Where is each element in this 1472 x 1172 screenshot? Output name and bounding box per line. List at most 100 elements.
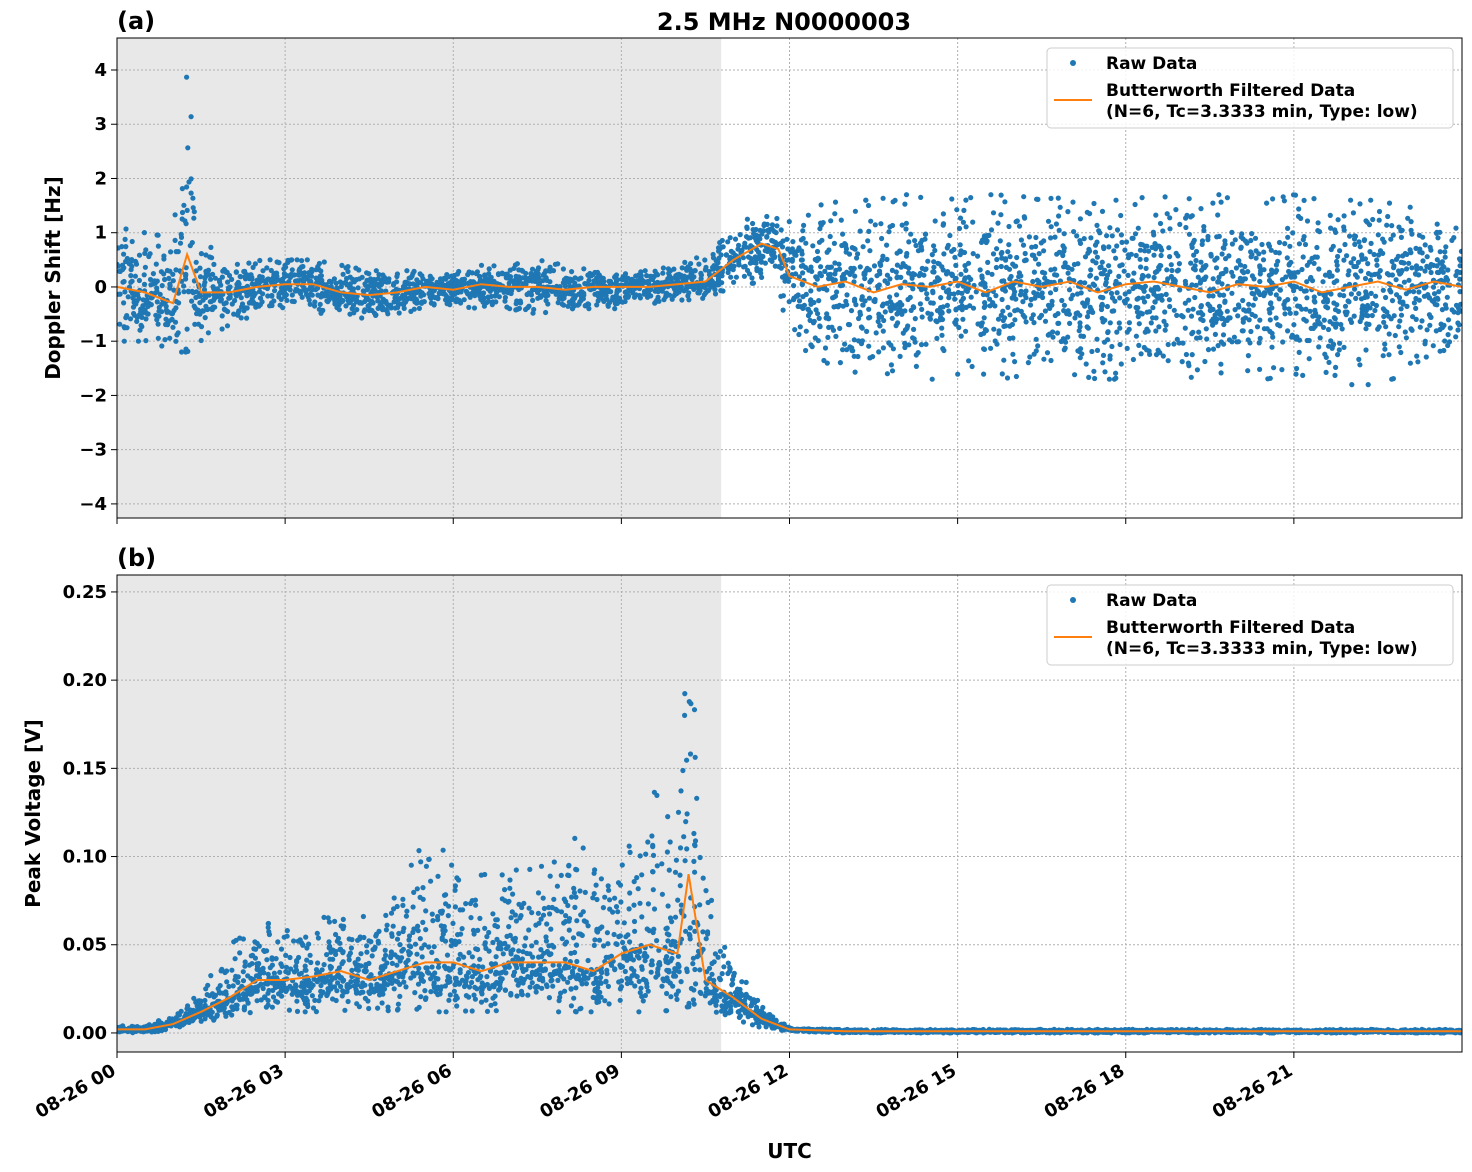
raw-point bbox=[881, 317, 887, 324]
raw-point bbox=[426, 278, 432, 284]
raw-point bbox=[181, 1021, 187, 1027]
raw-point bbox=[1335, 352, 1341, 358]
raw-point bbox=[185, 145, 191, 151]
raw-point bbox=[1117, 295, 1123, 301]
raw-point bbox=[264, 957, 270, 963]
raw-point bbox=[374, 294, 380, 300]
raw-point bbox=[960, 219, 967, 225]
raw-point bbox=[1215, 343, 1221, 349]
raw-point bbox=[478, 294, 484, 300]
raw-point bbox=[388, 910, 395, 916]
raw-point bbox=[1200, 317, 1206, 324]
raw-point bbox=[1267, 317, 1273, 323]
raw-point bbox=[328, 283, 334, 289]
raw-point bbox=[198, 1018, 204, 1024]
raw-point bbox=[1430, 343, 1436, 349]
raw-point bbox=[1435, 296, 1441, 302]
raw-point bbox=[492, 961, 499, 967]
raw-point bbox=[893, 323, 899, 329]
raw-point bbox=[142, 307, 148, 313]
raw-point bbox=[960, 295, 967, 301]
raw-point bbox=[242, 959, 248, 965]
raw-point bbox=[1453, 302, 1460, 308]
raw-point bbox=[317, 301, 323, 307]
raw-point bbox=[832, 271, 838, 277]
raw-point bbox=[1455, 320, 1461, 326]
raw-point bbox=[1287, 243, 1293, 249]
raw-point bbox=[394, 903, 400, 910]
raw-point bbox=[1445, 332, 1451, 338]
raw-point bbox=[469, 1008, 475, 1014]
raw-point bbox=[1390, 376, 1396, 382]
raw-point bbox=[851, 279, 857, 285]
raw-point bbox=[1088, 307, 1094, 313]
raw-point bbox=[416, 965, 422, 972]
raw-point bbox=[222, 1010, 228, 1016]
raw-point bbox=[1029, 244, 1035, 250]
raw-point bbox=[902, 340, 908, 346]
raw-point bbox=[880, 345, 887, 351]
raw-point bbox=[346, 957, 352, 963]
raw-point bbox=[1224, 308, 1230, 314]
y-tick-label: 3 bbox=[94, 114, 107, 135]
raw-point bbox=[420, 978, 426, 984]
raw-point bbox=[306, 297, 312, 303]
raw-point bbox=[894, 262, 901, 268]
raw-point bbox=[1341, 257, 1347, 263]
raw-point bbox=[1124, 296, 1130, 302]
raw-point bbox=[1179, 359, 1185, 365]
raw-point bbox=[426, 944, 432, 950]
raw-point bbox=[984, 233, 990, 239]
raw-point bbox=[384, 982, 391, 988]
raw-point bbox=[1363, 289, 1369, 295]
raw-point bbox=[270, 994, 277, 1000]
raw-point bbox=[1048, 357, 1054, 364]
raw-point bbox=[1214, 309, 1220, 315]
raw-point bbox=[123, 315, 129, 321]
raw-point bbox=[1445, 317, 1452, 323]
raw-point bbox=[890, 199, 896, 205]
raw-point bbox=[930, 269, 936, 275]
raw-point bbox=[953, 275, 959, 281]
raw-point bbox=[1169, 267, 1175, 274]
raw-point bbox=[989, 271, 995, 277]
raw-point bbox=[1020, 299, 1026, 305]
raw-point bbox=[1177, 221, 1183, 227]
raw-point bbox=[1239, 278, 1245, 284]
raw-point bbox=[1180, 340, 1186, 346]
raw-point bbox=[496, 294, 502, 300]
raw-point bbox=[121, 278, 127, 285]
raw-point bbox=[1286, 306, 1292, 312]
raw-point bbox=[845, 321, 852, 328]
raw-point bbox=[256, 943, 262, 949]
raw-point bbox=[375, 1005, 381, 1011]
raw-point bbox=[884, 371, 891, 377]
raw-point bbox=[728, 274, 734, 280]
raw-point bbox=[419, 972, 425, 978]
raw-point bbox=[957, 242, 963, 248]
raw-point bbox=[411, 889, 417, 896]
raw-point bbox=[675, 273, 682, 279]
y-tick-label: −1 bbox=[79, 331, 107, 352]
raw-point bbox=[1307, 308, 1313, 314]
raw-point bbox=[1345, 272, 1351, 278]
raw-point bbox=[457, 951, 463, 957]
raw-point bbox=[784, 257, 790, 263]
raw-point bbox=[916, 273, 922, 279]
raw-point bbox=[394, 271, 400, 277]
raw-point bbox=[1376, 324, 1382, 330]
raw-point bbox=[223, 269, 229, 275]
raw-point bbox=[458, 931, 464, 937]
raw-point bbox=[764, 234, 770, 240]
raw-point bbox=[960, 316, 966, 322]
raw-point bbox=[1113, 370, 1119, 376]
raw-point bbox=[791, 283, 797, 289]
raw-point bbox=[1327, 273, 1333, 279]
raw-point bbox=[566, 299, 573, 305]
raw-point bbox=[404, 268, 410, 274]
raw-point bbox=[1430, 284, 1437, 290]
raw-point bbox=[326, 945, 332, 951]
raw-point bbox=[1190, 329, 1196, 335]
raw-point bbox=[929, 376, 935, 382]
raw-point bbox=[798, 257, 805, 263]
